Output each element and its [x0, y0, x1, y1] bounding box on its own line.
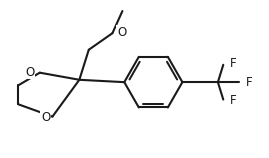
Text: O: O [117, 26, 126, 39]
Text: O: O [41, 111, 50, 124]
Text: F: F [246, 76, 253, 89]
Text: O: O [25, 66, 34, 79]
Text: F: F [230, 94, 236, 107]
Text: F: F [230, 58, 236, 70]
